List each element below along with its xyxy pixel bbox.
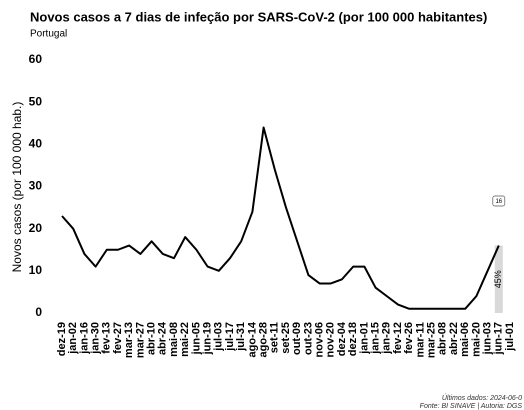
x-tick-label: jul-01 [504,322,516,352]
value-label: 16 [495,199,502,205]
y-tick-label: 60 [29,52,43,66]
data-line [61,126,500,310]
x-tick-label: set-25 [280,322,292,354]
x-tick-label: jun-19 [202,322,214,355]
x-tick-label: jun-05 [190,322,202,355]
footer-source: Fonte: BI SINAVE | Autoria: DGS [420,403,523,410]
latest-highlight [494,245,503,313]
x-tick-label: out-09 [291,322,303,355]
x-tick-label: ago-14 [246,321,258,357]
x-tick-label: jan-16 [78,322,90,355]
x-tick-label: mar-11 [414,322,426,357]
x-tick-label: jul-17 [224,322,236,352]
y-tick-label: 10 [29,263,43,277]
x-tick-label: mai-08 [168,322,180,357]
x-tick-label: abr-08 [437,322,449,355]
y-tick-label: 30 [29,179,43,193]
y-tick-label: 40 [29,137,43,151]
x-tick-label: abr-22 [448,322,460,355]
chart-title: Novos casos a 7 dias de infeção por SARS… [30,9,487,24]
x-tick-label: fev-26 [403,322,415,354]
x-tick-label: nov-06 [314,322,326,357]
change-label: 45% [493,270,503,288]
x-tick-label: jan-30 [90,322,102,355]
y-tick-label: 20 [29,221,43,235]
x-tick-label: jan-29 [381,322,393,355]
y-axis-title: Novos casos (por 100 000 hab.) [10,102,24,273]
x-tick-label: jun-17 [493,322,505,355]
x-tick-label: dez-18 [347,322,359,356]
x-tick-label: fev-12 [392,322,404,354]
x-tick-label: mar-25 [426,322,438,358]
x-tick-label: jan-01 [358,322,370,355]
x-tick-label: jan-15 [370,322,382,355]
x-tick-label: jul-03 [213,322,225,352]
x-tick-label: fev-27 [112,322,124,354]
x-tick-label: mar-27 [134,322,146,358]
footer-note: Últimos dados: 2024-06-0 [442,393,522,402]
x-tick-label: jan-02 [67,322,79,355]
value-label-box [492,195,506,207]
x-tick-label: ago-28 [258,322,270,357]
y-tick-label: 50 [29,94,43,108]
x-tick-label: nov-20 [325,322,337,357]
y-tick-label: 0 [35,305,42,319]
x-tick-label: mai-20 [470,322,482,357]
x-tick-label: jul-31 [235,322,247,352]
x-tick-label: jun-03 [482,322,494,355]
x-tick-label: set-11 [269,322,281,353]
x-tick-label: abr-10 [146,322,158,355]
x-tick-label: mai-22 [179,322,191,357]
x-tick-label: abr-24 [157,321,169,355]
x-tick-label: dez-04 [336,321,348,356]
chart-subtitle: Portugal [30,29,67,40]
x-tick-label: mar-13 [123,322,135,358]
x-tick-label: dez-19 [56,322,68,356]
x-tick-label: mai-06 [459,322,471,357]
x-tick-label: out-23 [302,322,314,355]
x-tick-label: fev-13 [101,322,113,354]
